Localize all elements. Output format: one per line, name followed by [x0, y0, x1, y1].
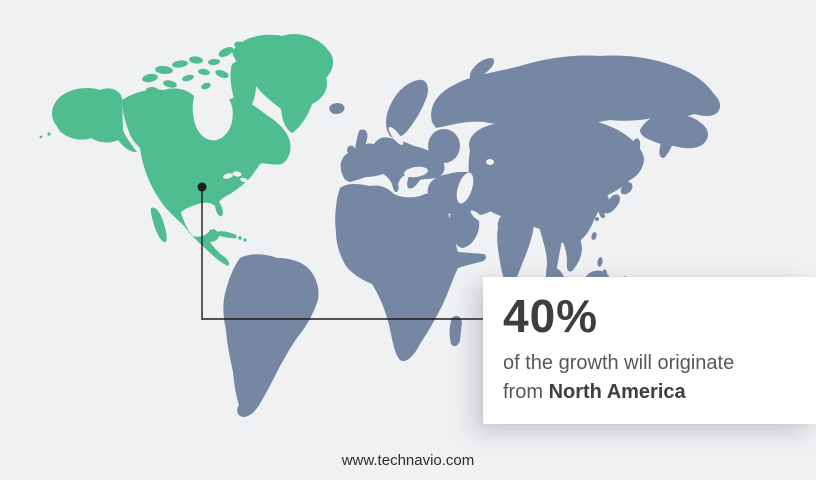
arctic-island: [198, 68, 210, 76]
korea: [598, 193, 609, 217]
footer-url: www.technavio.com: [341, 452, 475, 469]
japan-shikoku: [595, 217, 599, 221]
north-america-mainland: [122, 88, 291, 266]
ellesmere-island: [218, 47, 234, 57]
india: [497, 209, 534, 289]
africa: [335, 184, 487, 362]
baltic-sea: [388, 127, 404, 145]
greenland: [232, 33, 334, 133]
stat-description-line1: of the growth will originate: [503, 352, 735, 375]
location-marker-dot: [197, 182, 207, 192]
europe: [340, 137, 445, 193]
scandinavia: [386, 79, 428, 139]
arctic-island: [215, 69, 229, 79]
arabia: [449, 204, 480, 248]
british-isles: [355, 129, 368, 157]
hudson-bay: [192, 90, 233, 141]
southeast-asia: [539, 209, 582, 289]
aleutian-island: [47, 132, 51, 136]
caspian-sea: [456, 172, 474, 204]
inland-seas: [192, 90, 494, 222]
caribbean-island: [243, 238, 247, 242]
arctic-island: [163, 80, 177, 88]
region-name: North America: [548, 381, 686, 404]
arctic-island: [182, 74, 194, 82]
continent-north-america: [39, 33, 334, 266]
aral-sea: [486, 159, 494, 165]
arctic-island: [172, 60, 188, 68]
taiwan: [591, 232, 597, 240]
aleutian-island: [39, 135, 43, 139]
kamchatka: [659, 118, 678, 158]
arctic-island: [201, 82, 211, 90]
urals-region: [428, 129, 460, 163]
stat-description: of the growth will originate from North …: [503, 349, 804, 407]
iceland: [329, 103, 345, 114]
arctic-island: [208, 58, 220, 66]
arctic-island: [155, 65, 173, 75]
philippines-luzon: [597, 257, 603, 267]
continents-other: [223, 55, 733, 417]
alaska: [52, 88, 137, 153]
cuba: [215, 231, 237, 239]
stat-value: 40%: [503, 290, 599, 342]
baja-california: [150, 207, 167, 243]
japan-honshu: [604, 194, 621, 214]
hispaniola: [238, 236, 242, 240]
arctic-island: [142, 73, 158, 83]
ireland: [347, 145, 355, 155]
persian-gulf: [470, 210, 484, 222]
great-lake: [223, 173, 233, 179]
great-lake: [232, 171, 242, 177]
leader-line: [201, 191, 483, 320]
novaya-zemlya: [470, 58, 495, 79]
russia: [431, 55, 721, 128]
black-sea: [404, 166, 428, 178]
japan-hokkaido: [620, 182, 633, 195]
japan-kyushu: [600, 213, 606, 219]
great-lake: [240, 177, 248, 183]
stat-description-line2-prefix: from: [503, 381, 549, 404]
madagascar: [449, 315, 462, 347]
arctic-island: [189, 56, 203, 64]
stat-callout: 40% of the growth will originate from No…: [483, 277, 816, 424]
arctic-island: [146, 87, 158, 93]
south-america: [223, 254, 319, 417]
